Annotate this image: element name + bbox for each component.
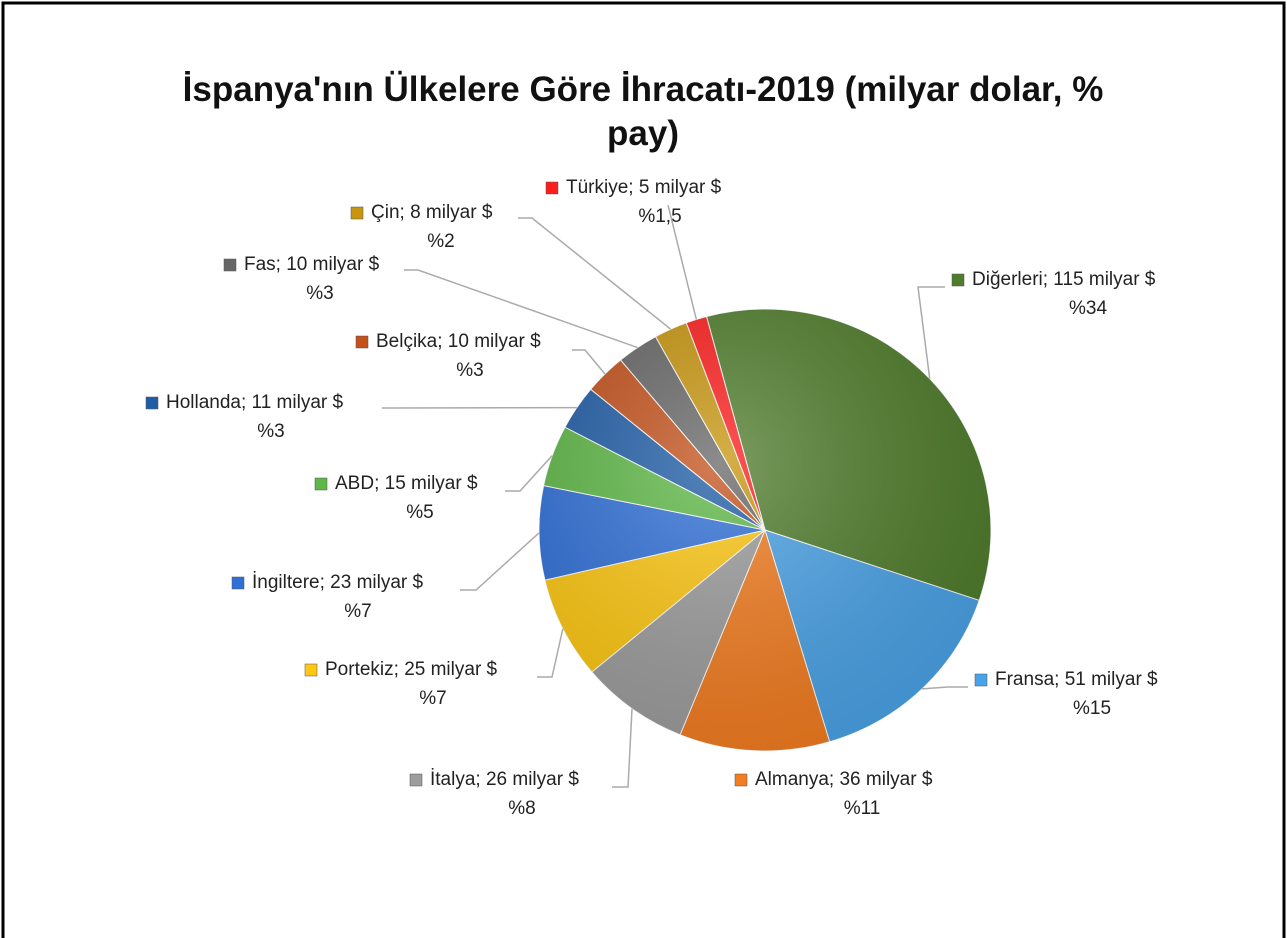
share-label: %5 [406, 502, 433, 523]
leader-line [404, 269, 638, 349]
share-label: %3 [257, 421, 284, 442]
chart-title: İspanya'nın Ülkelere Göre İhracatı-2019 … [182, 70, 1104, 153]
leader-line [537, 628, 564, 678]
leader-line [921, 686, 968, 690]
share-label: %2 [427, 231, 454, 252]
labels: Diğerleri; 115 milyar $ %34 Fransa; 51 mil… [145, 177, 1158, 819]
legend-marker [304, 663, 318, 677]
leader-line [518, 217, 672, 330]
share-label: %11 [844, 798, 881, 819]
legend-marker [951, 273, 965, 287]
data-label: Belçika; 10 milyar $ [376, 331, 541, 352]
leader-line [505, 455, 553, 492]
data-label: Diğerleri; 115 milyar $ [972, 269, 1156, 290]
leader-line [917, 286, 945, 379]
data-label: Portekiz; 25 milyar $ [325, 659, 498, 680]
data-label: ABD; 15 milyar $ [335, 473, 478, 494]
legend-marker [355, 335, 369, 349]
legend-marker [974, 673, 988, 687]
legend-marker [545, 181, 559, 195]
leader-line [667, 204, 698, 320]
share-label: %7 [419, 688, 446, 709]
data-label: Türkiye; 5 milyar $ [566, 177, 722, 198]
legend-marker [231, 576, 245, 590]
legend-marker [734, 773, 748, 787]
legend-marker [314, 477, 328, 491]
leader-line [572, 349, 606, 375]
legend-marker [223, 258, 237, 272]
legend-marker [409, 773, 423, 787]
share-label: %7 [344, 601, 371, 622]
data-label: Hollanda; 11 milyar $ [166, 392, 344, 413]
share-label: %15 [1073, 698, 1111, 719]
share-label: %3 [456, 360, 483, 381]
legend-marker [350, 206, 364, 220]
leader-line [612, 708, 633, 788]
data-label: İtalya; 26 milyar $ [430, 769, 579, 790]
pie [538, 308, 992, 752]
share-label: %34 [1069, 298, 1107, 319]
data-label: İngiltere; 23 milyar $ [252, 572, 424, 593]
share-label: %3 [306, 283, 333, 304]
data-label: Almanya; 36 milyar $ [755, 769, 933, 790]
data-label: Fas; 10 milyar $ [244, 254, 380, 275]
share-label: %1,5 [638, 206, 681, 227]
leader-line [460, 532, 540, 591]
share-label: %8 [508, 798, 535, 819]
data-label: Çin; 8 milyar $ [371, 202, 493, 223]
data-label: Fransa; 51 milyar $ [995, 669, 1158, 690]
legend-marker [145, 396, 159, 410]
